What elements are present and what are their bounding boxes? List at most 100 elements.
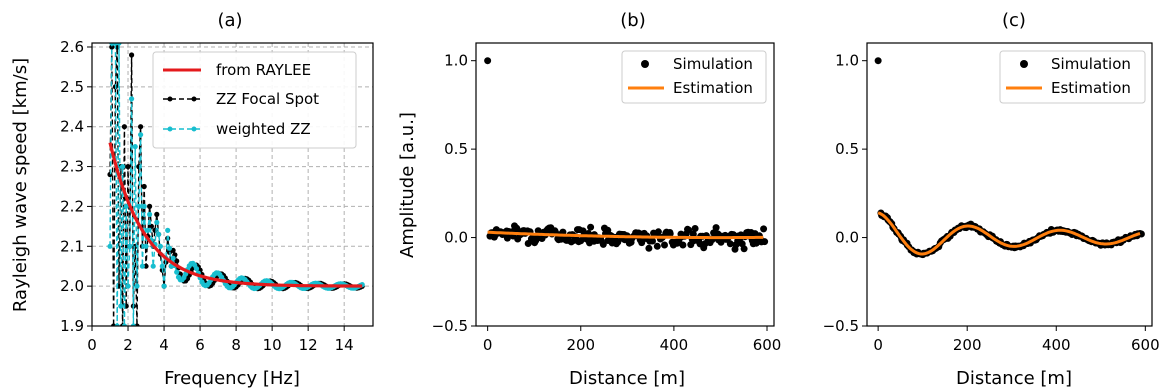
legend-label-simulation-c: Simulation bbox=[1051, 55, 1131, 73]
simulation-point-b-74 bbox=[587, 223, 595, 231]
weighted-zz-point-20 bbox=[143, 243, 149, 249]
weighted-zz-point-37 bbox=[174, 269, 180, 275]
panel-a-xlabel: Frequency [Hz] bbox=[164, 368, 300, 389]
weighted-zz-point-12 bbox=[129, 96, 135, 102]
zz-focal-point-23 bbox=[148, 223, 154, 229]
ytick-label-a-0: 1.9 bbox=[60, 317, 84, 335]
xtick-label-a-1: 2 bbox=[123, 336, 133, 354]
simulation-point-b-83 bbox=[599, 240, 607, 248]
legend-label-estimation-c: Estimation bbox=[1051, 79, 1131, 97]
ytick-label-a-5: 2.4 bbox=[60, 118, 84, 136]
weighted-zz-point-32 bbox=[165, 227, 171, 233]
weighted-zz-point-29 bbox=[159, 263, 165, 269]
weighted-zz-point-35 bbox=[170, 255, 176, 261]
legend-marker-weighted-zz-1 bbox=[167, 126, 173, 132]
weighted-zz-point-8 bbox=[121, 323, 127, 326]
ytick-label-c-2: 0.5 bbox=[835, 140, 859, 158]
weighted-zz-point-24 bbox=[150, 263, 156, 269]
weighted-zz-point-27 bbox=[156, 231, 162, 237]
ytick-label-b-0: −0.5 bbox=[432, 317, 468, 335]
simulation-point-b-123 bbox=[654, 228, 662, 236]
panel-b: (b) 0 200 400 600 −0.5 0.0 0.5 1.0 Distance [m]… bbox=[397, 10, 781, 389]
zz-focal-point-17 bbox=[138, 124, 144, 130]
panel-b-ylabel: Amplitude [a.u.] bbox=[397, 112, 418, 258]
panel-a-legend: from RAYLEE ZZ Focal Spot weighted ZZ bbox=[152, 51, 357, 149]
simulation-point-b-148 bbox=[689, 230, 697, 238]
panel-b-legend: Simulation Estimation bbox=[621, 50, 767, 104]
panel-a-series bbox=[107, 43, 365, 326]
panel-c-frame bbox=[866, 42, 1153, 327]
legend-marker-simulation-c bbox=[1020, 60, 1028, 68]
panel-a-frame bbox=[91, 42, 374, 327]
ytick-label-b-3: 1.0 bbox=[444, 52, 468, 70]
panel-a-title: (a) bbox=[217, 10, 242, 31]
xtick-label-c-1: 200 bbox=[953, 336, 982, 354]
panel-a-clipped bbox=[107, 43, 365, 326]
panel-a-legend-box bbox=[152, 51, 357, 149]
xtick-label-a-2: 4 bbox=[159, 336, 169, 354]
ytick-label-a-6: 2.5 bbox=[60, 78, 84, 96]
zz-focal-point-19 bbox=[141, 183, 147, 190]
xtick-label-b-3: 600 bbox=[753, 336, 782, 354]
weighted-zz-point-33 bbox=[166, 245, 173, 251]
panel-c-legend-box bbox=[999, 50, 1146, 104]
zz-focal-point-8 bbox=[121, 124, 127, 130]
legend-label-simulation-b: Simulation bbox=[673, 55, 753, 73]
weighted-zz-point-28 bbox=[157, 243, 163, 249]
simulation-point-b-145 bbox=[685, 226, 693, 234]
panel-b-series bbox=[484, 57, 769, 253]
panel-c-legend: Simulation Estimation bbox=[999, 50, 1146, 104]
simulation-point-b-132 bbox=[666, 230, 674, 238]
panel-a-ylabel: Rayleigh wave speed [km/s] bbox=[10, 58, 31, 312]
xtick-label-a-0: 0 bbox=[87, 336, 97, 354]
zz-focal-point-10 bbox=[125, 164, 131, 170]
weighted-zz-point-19 bbox=[141, 203, 147, 209]
panel-b-ticks: 0 200 400 600 −0.5 0.0 0.5 1.0 bbox=[432, 52, 782, 354]
weighted-zz-point-30 bbox=[161, 283, 167, 289]
weighted-zz-point-17 bbox=[138, 132, 144, 138]
raylee-curve bbox=[108, 142, 363, 288]
legend-marker-zz-focal-1 bbox=[167, 96, 173, 102]
simulation-point-b-127 bbox=[661, 241, 668, 249]
xtick-label-c-0: 0 bbox=[873, 336, 883, 354]
weighted-zz-point-5 bbox=[116, 43, 122, 46]
simulation-point-b-200 bbox=[761, 238, 769, 246]
panel-c-series bbox=[874, 57, 1145, 259]
zz-focal-point-1 bbox=[109, 44, 115, 50]
xtick-label-a-6: 12 bbox=[299, 336, 318, 354]
zz-focal-point-12 bbox=[129, 52, 135, 58]
legend-label-weighted-zz: weighted ZZ bbox=[216, 120, 311, 138]
panel-a-ticks: 0 2 4 6 8 10 12 14 1.9 2.0 2.1 2.2 2.3 2.4 2.5 2.6 bbox=[60, 38, 354, 354]
panel-b-legend-box bbox=[621, 50, 767, 104]
xtick-label-a-7: 14 bbox=[335, 336, 354, 354]
weighted-zz-point-10 bbox=[125, 283, 131, 289]
simulation-point-b-36 bbox=[534, 227, 542, 235]
xtick-label-a-5: 10 bbox=[263, 336, 282, 354]
ytick-label-a-3: 2.2 bbox=[60, 197, 84, 215]
weighted-zz-point-18 bbox=[139, 263, 145, 269]
ytick-label-c-3: 1.0 bbox=[835, 52, 859, 70]
ytick-label-a-1: 2.0 bbox=[60, 277, 84, 295]
panel-c-xlabel: Distance [m] bbox=[956, 368, 1072, 389]
weighted-zz-point-11 bbox=[127, 243, 133, 249]
legend-label-zz-focal: ZZ Focal Spot bbox=[216, 90, 319, 108]
panel-b-title: (b) bbox=[620, 10, 645, 31]
weighted-zz-point-26 bbox=[154, 219, 160, 225]
simulation-point-b-111 bbox=[638, 239, 646, 247]
panel-b-frame bbox=[475, 42, 775, 327]
ytick-label-b-1: 0.0 bbox=[444, 229, 468, 247]
zz-focal-point-37 bbox=[174, 258, 180, 264]
simulation-point-b-68 bbox=[579, 227, 587, 235]
ytick-label-a-4: 2.3 bbox=[60, 158, 84, 176]
ytick-label-c-1: 0.0 bbox=[835, 229, 859, 247]
ytick-label-a-7: 2.6 bbox=[60, 38, 84, 56]
simulation-point-b-0 bbox=[484, 57, 492, 65]
simulation-point-b-116 bbox=[645, 244, 653, 252]
weighted-zz-point-13 bbox=[130, 323, 136, 326]
legend-label-raylee: from RAYLEE bbox=[216, 61, 311, 79]
simulation-point-b-141 bbox=[679, 241, 687, 249]
panel-a: (a) 0 2 4 6 8 10 12 141.92.02.12.22.32.42.52.6 … bbox=[10, 10, 374, 389]
weighted-zz-point-4 bbox=[114, 323, 120, 326]
weighted-zz-point-6 bbox=[118, 303, 124, 309]
